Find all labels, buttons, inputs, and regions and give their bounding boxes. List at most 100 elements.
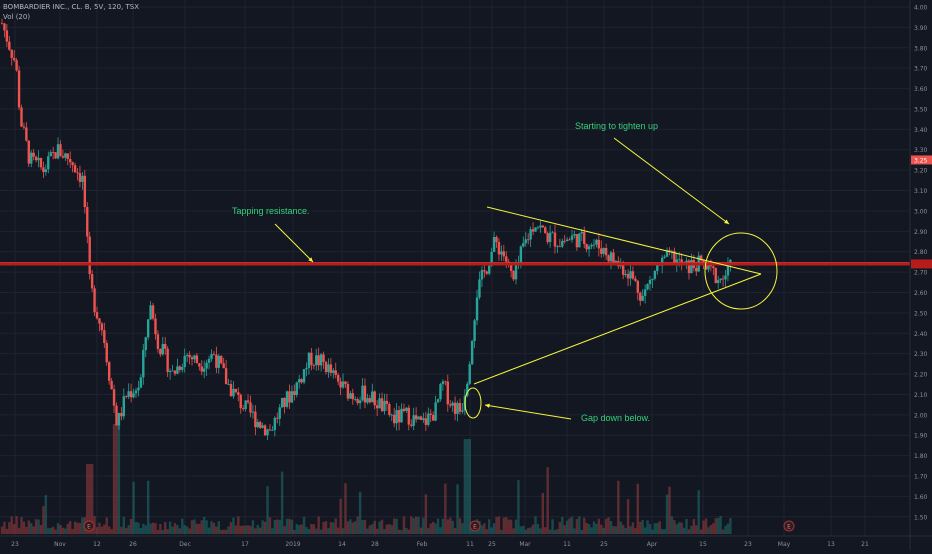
volume-bar bbox=[451, 520, 454, 534]
volume-bar bbox=[699, 529, 703, 534]
volume-bar bbox=[34, 519, 38, 534]
candle-body bbox=[134, 390, 138, 394]
volume-bar bbox=[285, 518, 289, 534]
candle-body bbox=[10, 49, 13, 58]
candles bbox=[0, 18, 732, 441]
y-tick-label: 3.90 bbox=[914, 25, 928, 32]
gap-annotation: Gap down below. bbox=[581, 413, 651, 423]
candle-body bbox=[541, 225, 545, 228]
earnings-marker bbox=[783, 520, 795, 532]
candle-body bbox=[573, 234, 576, 236]
volume-bar bbox=[680, 522, 683, 534]
volume-bar bbox=[329, 522, 333, 534]
volume-bar bbox=[639, 521, 642, 534]
candle-body bbox=[98, 318, 101, 324]
volume-bar bbox=[266, 486, 269, 534]
last-price-tag bbox=[911, 155, 932, 165]
candle-body bbox=[592, 244, 596, 246]
candle-body bbox=[419, 416, 423, 420]
candle-body bbox=[690, 259, 693, 274]
volume-bar bbox=[678, 522, 681, 534]
volume-bar bbox=[617, 480, 620, 534]
candle-body bbox=[112, 389, 116, 406]
x-axis[interactable]: 23 Nov 12 26 Dec 17 2019 14 28 Feb 11 25 Mar 11 25 Apr 1… bbox=[11, 541, 869, 548]
candle-body bbox=[17, 70, 21, 108]
grid bbox=[0, 0, 910, 536]
volume-bar bbox=[497, 516, 501, 534]
volume-bar bbox=[220, 529, 223, 534]
x-tick-label: 12 bbox=[93, 541, 101, 548]
candle-body bbox=[315, 355, 318, 366]
candle-body bbox=[251, 411, 255, 413]
chart-legend: BOMBARDIER INC., CL. B, 5V, 120, TSX Vol… bbox=[3, 2, 139, 22]
y-tick-label: 3.60 bbox=[914, 86, 928, 93]
candle-body bbox=[400, 408, 403, 423]
volume-bar bbox=[495, 517, 498, 534]
volume-bar bbox=[349, 519, 352, 534]
candle-body bbox=[83, 175, 87, 208]
earnings-marker bbox=[83, 520, 95, 532]
volume-bar bbox=[215, 526, 218, 534]
volume-bar bbox=[436, 518, 440, 534]
volume-bar bbox=[361, 520, 364, 534]
candle-body bbox=[673, 251, 676, 265]
candle-body bbox=[492, 236, 496, 252]
volume-bar bbox=[663, 529, 666, 534]
resistance-annotation: Tapping resistance. bbox=[232, 206, 310, 216]
x-tick-label: Dec bbox=[179, 541, 191, 548]
candle-body bbox=[261, 425, 264, 428]
volume-bar bbox=[229, 522, 233, 534]
volume-bar bbox=[200, 520, 203, 534]
volume-bar bbox=[161, 529, 164, 534]
drawings[interactable] bbox=[0, 137, 910, 420]
candle-body bbox=[687, 260, 691, 274]
y-tick-label: 4.00 bbox=[914, 5, 928, 12]
candle-body bbox=[565, 239, 569, 242]
candle-body bbox=[453, 402, 457, 414]
volume-bar bbox=[144, 525, 147, 534]
candle-body bbox=[310, 352, 313, 366]
volume-bar bbox=[512, 528, 515, 534]
volume-bar bbox=[380, 519, 384, 534]
earnings-marker-label: E bbox=[473, 524, 477, 531]
volume-bar bbox=[458, 518, 462, 534]
volume-bar bbox=[393, 518, 396, 534]
candle-body bbox=[678, 259, 681, 261]
volume-bar bbox=[429, 523, 432, 534]
x-tick-label: May bbox=[778, 541, 791, 548]
volume-bar bbox=[59, 525, 62, 534]
volume-bar bbox=[456, 484, 459, 534]
candle-body bbox=[466, 383, 469, 396]
candle-body bbox=[354, 399, 357, 400]
volume-bar bbox=[641, 519, 644, 534]
volume-bar bbox=[64, 528, 67, 534]
candle-body bbox=[285, 391, 289, 407]
candle-body bbox=[319, 354, 323, 366]
tighten-arrow-head bbox=[724, 219, 729, 224]
candle-body bbox=[105, 343, 108, 363]
candle-body bbox=[631, 271, 635, 279]
candle-body bbox=[142, 350, 145, 378]
candle-body bbox=[612, 252, 615, 263]
candle-body bbox=[273, 417, 277, 430]
volume-bar bbox=[553, 529, 557, 534]
volume-bar bbox=[726, 523, 730, 534]
x-tick-label: 11 bbox=[466, 541, 474, 548]
candle-body bbox=[349, 393, 352, 399]
candle-body bbox=[534, 227, 537, 232]
candle-body bbox=[704, 265, 708, 270]
volume-bar bbox=[522, 525, 525, 534]
volume-bar bbox=[310, 523, 313, 534]
volume-bar bbox=[295, 523, 298, 534]
volume-bar bbox=[112, 424, 116, 534]
candle-body bbox=[188, 354, 191, 358]
volume-bar bbox=[42, 506, 45, 534]
volume-bar bbox=[205, 520, 208, 534]
candle-body bbox=[580, 231, 583, 234]
volume-bar bbox=[410, 516, 413, 534]
candle-body bbox=[456, 402, 459, 414]
